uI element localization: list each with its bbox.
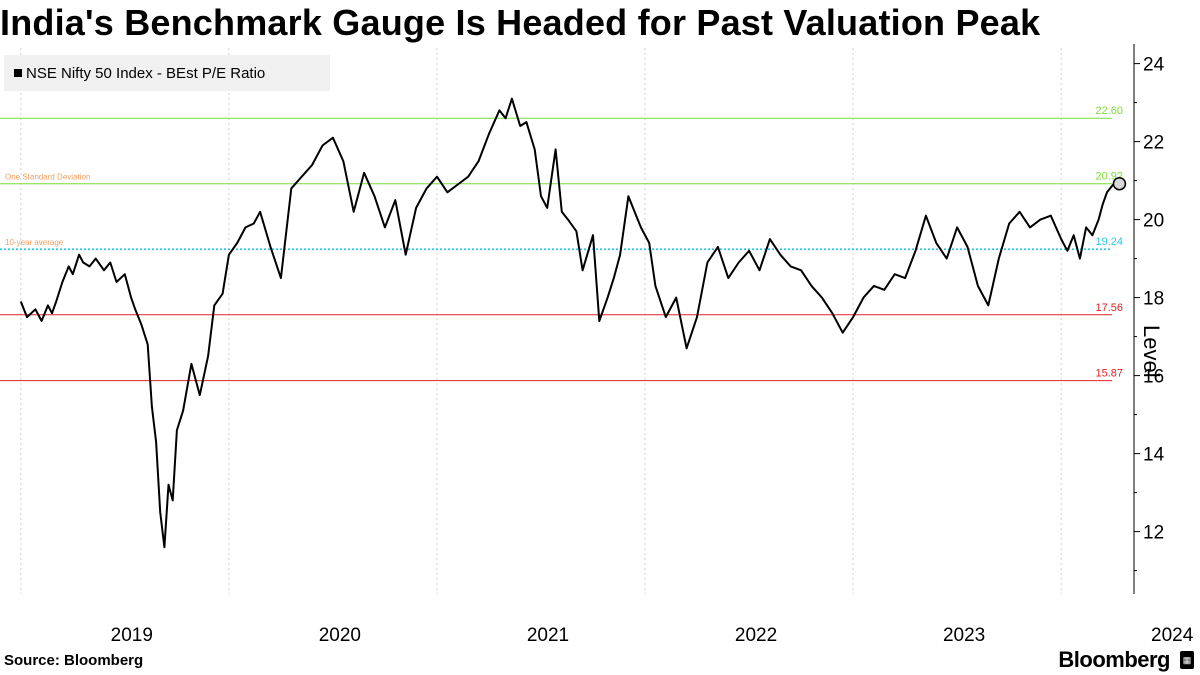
x-tick-label-2020: 2020	[319, 625, 361, 646]
y-tick-label-20: 20	[1143, 211, 1164, 232]
y-axis-title: Level	[1139, 325, 1164, 378]
legend: NSE Nifty 50 Index - BEst P/E Ratio	[4, 55, 330, 91]
last-point-marker	[1112, 176, 1127, 191]
y-tick-label-16: 16	[1143, 367, 1164, 388]
x-axis: 2019 2020 2021 2022 2023 2024	[111, 625, 1194, 646]
reference-annotation-2: 10-year average	[5, 238, 64, 247]
bloomberg-logo: Bloomberg	[1058, 647, 1170, 672]
series-line-nifty-pe	[19, 97, 1120, 549]
reference-label-17-56: 17.56	[1095, 302, 1123, 314]
legend-swatch	[14, 69, 22, 77]
reference-label-15-87: 15.87	[1095, 368, 1123, 380]
y-tick-label-24: 24	[1143, 55, 1165, 76]
bloomberg-mark-icon: ▦	[1180, 651, 1194, 669]
x-tick-label-2021: 2021	[527, 625, 569, 646]
y-tick-label-18: 18	[1143, 289, 1164, 310]
x-tick-label-2023: 2023	[943, 625, 985, 646]
reference-label-22-60: 22.60	[1095, 105, 1123, 117]
y-tick-label-22: 22	[1143, 133, 1164, 154]
series-line-group	[19, 97, 1127, 549]
x-gridlines	[20, 48, 1062, 594]
y-tick-label-14: 14	[1143, 445, 1165, 466]
chart-title: India's Benchmark Gauge Is Headed for Pa…	[0, 2, 1041, 43]
y-tick-label-12: 12	[1143, 523, 1164, 544]
reference-annotation-1: One Standard Deviation	[5, 173, 90, 182]
source-note: Source: Bloomberg	[4, 652, 144, 669]
x-tick-label-2022: 2022	[735, 625, 777, 646]
x-tick-label-2019: 2019	[111, 625, 153, 646]
legend-label: NSE Nifty 50 Index - BEst P/E Ratio	[26, 64, 266, 82]
y-axis: 12 14 16 18 20 22 24	[1133, 44, 1165, 594]
reference-label-19-24: 19.24	[1095, 236, 1123, 248]
x-tick-label-2024: 2024	[1151, 625, 1194, 646]
